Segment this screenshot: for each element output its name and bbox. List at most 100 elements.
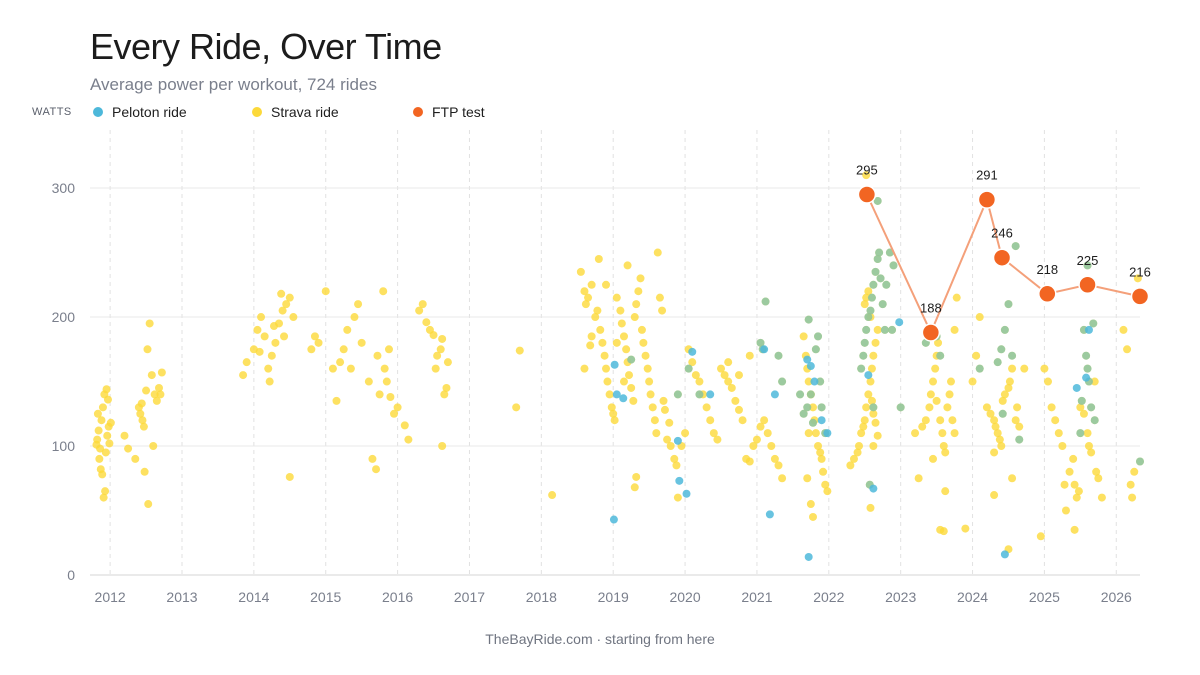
strava-ride-point (584, 293, 593, 302)
strava-ride-point (720, 371, 729, 380)
mixed-ride-overlay (774, 351, 783, 360)
strava-ride-point (145, 319, 154, 328)
mixed-ride-overlay (808, 418, 817, 427)
strava-ride-point (997, 442, 1006, 451)
strava-ride-point (941, 448, 950, 457)
strava-ride-point (1008, 474, 1017, 483)
strava-ride-point (103, 431, 112, 440)
strava-ride-point (646, 390, 655, 399)
strava-ride-point (1008, 364, 1017, 373)
strava-ride-point (328, 364, 337, 373)
strava-ride-point (124, 444, 133, 453)
strava-ride-point (998, 396, 1007, 405)
strava-ride-point (859, 422, 868, 431)
ftp-test-point (992, 248, 1012, 267)
strava-ride-point (681, 429, 690, 438)
strava-ride-point (596, 325, 605, 334)
strava-ride-point (756, 422, 765, 431)
strava-ride-point (1000, 390, 1009, 399)
peloton-ride-point (895, 318, 904, 327)
mixed-ride-overlay (816, 377, 825, 386)
strava-ride-point (310, 332, 319, 341)
mixed-ride-overlay (882, 280, 891, 289)
strava-ride-point (760, 416, 769, 425)
footer-credit: TheBayRide.com · starting from here (485, 631, 715, 647)
strava-ride-point (101, 448, 110, 457)
legend-marker-peloton (93, 107, 103, 117)
mixed-ride-overlay (817, 403, 826, 412)
strava-ride-point (1094, 474, 1103, 483)
strava-ride-point (255, 347, 264, 356)
strava-ride-point (991, 422, 1000, 431)
strava-ride-point (278, 306, 287, 315)
strava-ride-point (763, 429, 772, 438)
strava-ride-point (653, 248, 662, 257)
mixed-ride-overlay (857, 364, 866, 373)
strava-ride-point (140, 467, 149, 476)
mixed-ride-overlay (1082, 351, 1091, 360)
strava-ride-point (936, 416, 945, 425)
strava-ride-point (990, 416, 999, 425)
strava-ride-point (603, 377, 612, 386)
strava-ride-point (918, 422, 927, 431)
strava-ride-point (612, 338, 621, 347)
mixed-ride-overlay (1011, 242, 1020, 251)
strava-ride-point (948, 416, 957, 425)
strava-ride-point (154, 383, 163, 392)
strava-ride-point (862, 171, 871, 180)
strava-ride-point (616, 306, 625, 315)
strava-ride-point (1051, 416, 1060, 425)
strava-ride-point (418, 300, 427, 309)
mixed-ride-overlay (880, 325, 889, 334)
mixed-ride-overlay (778, 377, 787, 386)
x-tick-label: 2026 (1101, 589, 1132, 605)
strava-ride-point (289, 313, 298, 322)
strava-ride-point (593, 306, 602, 315)
strava-ride-point (972, 351, 981, 360)
strava-ride-point (873, 431, 882, 440)
strava-ride-point (271, 338, 280, 347)
strava-ride-point (152, 396, 161, 405)
strava-ride-point (580, 287, 589, 296)
strava-ride-point (285, 293, 294, 302)
page-subtitle: Average power per workout, 724 rides (90, 75, 377, 94)
strava-ride-point (1087, 448, 1096, 457)
y-tick-label: 0 (67, 567, 75, 583)
peloton-ride-point (817, 416, 826, 425)
x-tick-label: 2018 (526, 589, 557, 605)
strava-ride-point (336, 358, 345, 367)
strava-ride-point (817, 454, 826, 463)
strava-ride-point (364, 377, 373, 386)
strava-ride-point (515, 346, 524, 355)
strava-ride-point (99, 493, 108, 502)
mixed-ride-overlay (1015, 435, 1024, 444)
strava-ride-point (103, 395, 112, 404)
x-tick-label: 2017 (454, 589, 485, 605)
strava-ride-point (659, 396, 668, 405)
strava-ride-point (609, 409, 618, 418)
strava-ride-point (602, 364, 611, 373)
strava-series (92, 171, 1142, 554)
mixed-ride-overlay (997, 345, 1006, 354)
ftp-series: 295 188 291 246 218 225 216 (856, 162, 1151, 342)
x-tick-label: 2016 (382, 589, 413, 605)
strava-ride-point (1072, 493, 1081, 502)
strava-ride-point (650, 416, 659, 425)
strava-ride-point (636, 274, 645, 283)
strava-ride-point (436, 345, 445, 354)
strava-ride-point (442, 383, 451, 392)
strava-ride-point (142, 386, 151, 395)
mixed-ride-overlay (864, 313, 873, 322)
strava-ride-point (373, 351, 382, 360)
strava-ride-point (625, 371, 634, 380)
strava-ride-point (770, 454, 779, 463)
ftp-test-point (977, 190, 997, 209)
strava-ride-point (819, 467, 828, 476)
strava-ride-point (443, 358, 452, 367)
strava-ride-point (138, 416, 147, 425)
x-tick-label: 2025 (1029, 589, 1060, 605)
strava-ride-point (257, 313, 266, 322)
mixed-ride-overlay (975, 364, 984, 373)
strava-ride-point (752, 435, 761, 444)
ftp-test-point (1078, 275, 1097, 295)
